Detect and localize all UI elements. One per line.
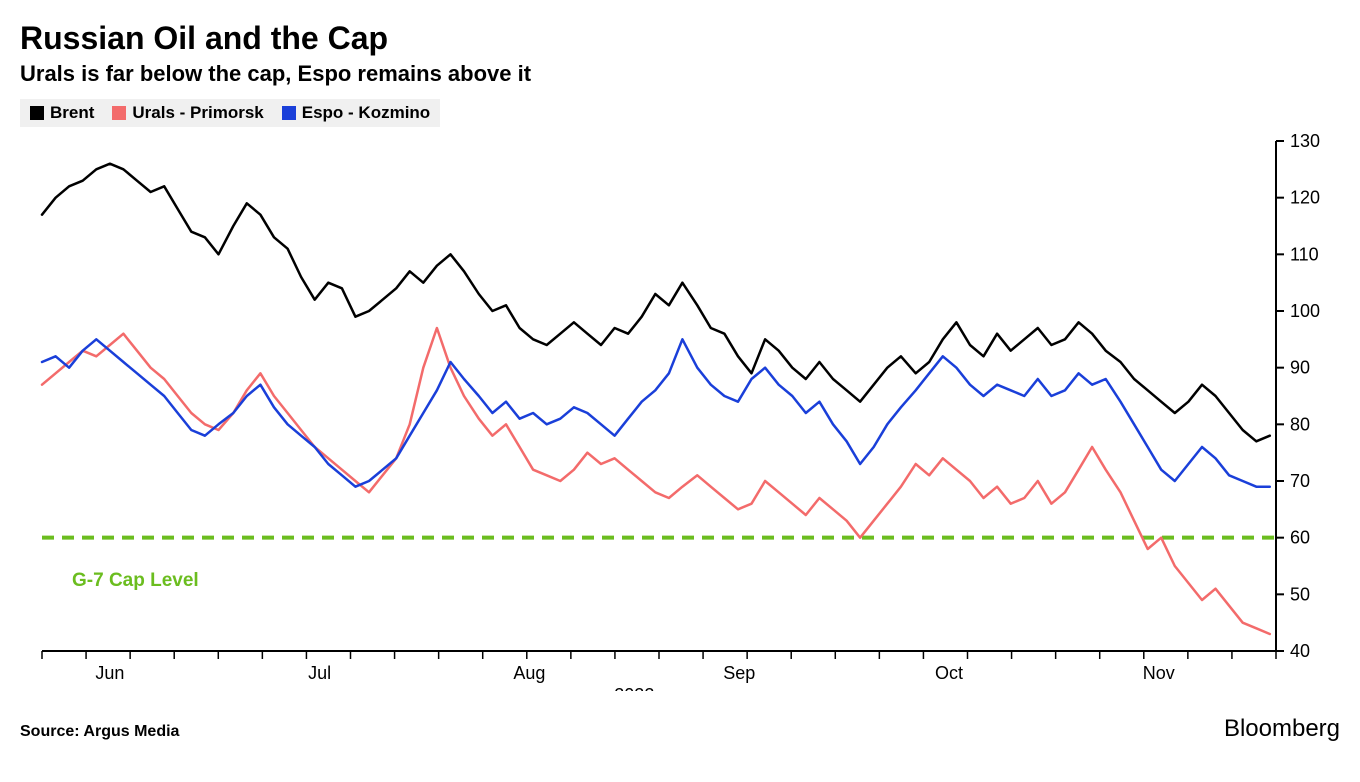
cap-level-label: G-7 Cap Level [72, 570, 199, 592]
svg-text:90: 90 [1290, 358, 1310, 378]
legend-swatch [112, 106, 126, 120]
svg-text:Nov: Nov [1143, 663, 1175, 683]
svg-text:70: 70 [1290, 471, 1310, 491]
svg-text:Oct: Oct [935, 663, 963, 683]
legend-label: Urals - Primorsk [132, 103, 263, 123]
chart-footer: Source: Argus Media Bloomberg [20, 715, 1340, 743]
source-text: Source: Argus Media [20, 723, 179, 741]
legend-swatch [30, 106, 44, 120]
chart-title: Russian Oil and the Cap [20, 20, 1340, 57]
legend-label: Brent [50, 103, 94, 123]
svg-text:Jul: Jul [308, 663, 331, 683]
svg-text:Sep: Sep [723, 663, 755, 683]
svg-text:120: 120 [1290, 188, 1320, 208]
svg-text:Aug: Aug [513, 663, 545, 683]
legend-item-brent: Brent [30, 103, 94, 123]
brand-text: Bloomberg [1224, 715, 1340, 743]
svg-text:40: 40 [1290, 641, 1310, 661]
svg-text:60: 60 [1290, 528, 1310, 548]
svg-text:2022: 2022 [614, 685, 654, 691]
svg-text:100: 100 [1290, 301, 1320, 321]
chart-subtitle: Urals is far below the cap, Espo remains… [20, 61, 1340, 87]
legend-item-urals: Urals - Primorsk [112, 103, 263, 123]
chart-container: Russian Oil and the Cap Urals is far bel… [20, 20, 1340, 743]
legend: Brent Urals - Primorsk Espo - Kozmino [20, 99, 440, 127]
svg-text:50: 50 [1290, 584, 1310, 604]
svg-text:80: 80 [1290, 414, 1310, 434]
line-chart-svg: 40 50 60 70 80 90 100 110 120 130 Jun Jul Aug Sep Oct N… [20, 131, 1340, 691]
svg-text:130: 130 [1290, 131, 1320, 151]
svg-text:110: 110 [1290, 244, 1319, 264]
legend-item-espo: Espo - Kozmino [282, 103, 430, 123]
legend-label: Espo - Kozmino [302, 103, 430, 123]
plot-area: 40 50 60 70 80 90 100 110 120 130 Jun Jul Aug Sep Oct N… [20, 131, 1340, 691]
legend-swatch [282, 106, 296, 120]
svg-text:Jun: Jun [95, 663, 124, 683]
